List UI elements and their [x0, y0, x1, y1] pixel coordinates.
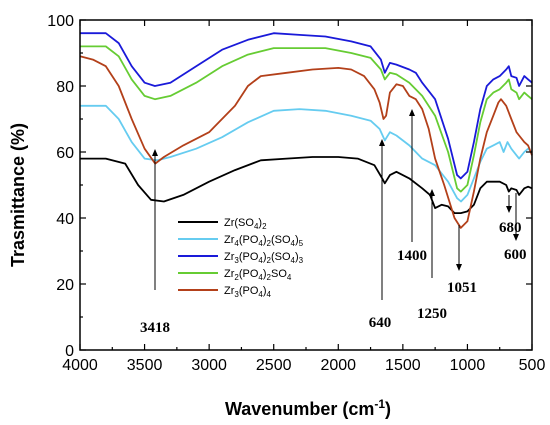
- series-layer: [79, 32, 533, 229]
- legend-label-0: Zr(SO4)2: [224, 217, 267, 231]
- series-line-2: [80, 32, 533, 180]
- x-tick-label: 3000: [191, 357, 227, 374]
- y-tick-label: 60: [56, 145, 74, 162]
- y-tick-label: 20: [56, 277, 74, 294]
- legend-label-1: Zr4(PO4)2(SO4)5: [224, 234, 304, 248]
- x-tick-label: 2000: [320, 357, 356, 374]
- x-tick-label: 1500: [385, 357, 421, 374]
- annotation-label-1250: 1250: [417, 306, 447, 322]
- x-tick-label: 500: [519, 357, 546, 374]
- y-axis-label: Trasmittance (%): [8, 123, 28, 267]
- y-tick-label: 0: [65, 343, 74, 360]
- x-tick-label: 3500: [127, 357, 163, 374]
- legend-label-2: Zr3(PO4)2(SO4)3: [224, 251, 304, 265]
- y-tick-label: 100: [47, 13, 74, 30]
- annotation-label-600: 600: [504, 247, 527, 263]
- y-tick-label: 40: [56, 211, 74, 228]
- legend-label-4: Zr3(PO4)4: [224, 285, 272, 299]
- annotation-label-640: 640: [369, 315, 392, 331]
- axes-layer: 4000 3500 3000 2500 2000 1500 1000 500 0 20 40 60 80…: [47, 13, 545, 374]
- series-line-3: [80, 45, 533, 193]
- series-line-0: [80, 156, 533, 214]
- series-line-4: [79, 55, 533, 229]
- annotation-label-680: 680: [499, 220, 522, 236]
- series-line-1: [80, 104, 533, 203]
- x-tick-label: 2500: [256, 357, 292, 374]
- annotation-label-1400: 1400: [397, 248, 427, 264]
- legend: Zr(SO4)2 Zr4(PO4)2(SO4)5 Zr3(PO4)2(SO4)3 Zr…: [178, 217, 304, 299]
- x-axis-label: Wavenumber (cm-1): [225, 397, 391, 419]
- legend-label-3: Zr2(PO4)2SO4: [224, 268, 292, 282]
- y-tick-label: 80: [56, 79, 74, 96]
- x-tick-label: 1000: [450, 357, 486, 374]
- annotation-label-1051: 1051: [447, 280, 477, 296]
- annotation-label-3418: 3418: [140, 320, 170, 336]
- x-tick-label: 4000: [62, 357, 98, 374]
